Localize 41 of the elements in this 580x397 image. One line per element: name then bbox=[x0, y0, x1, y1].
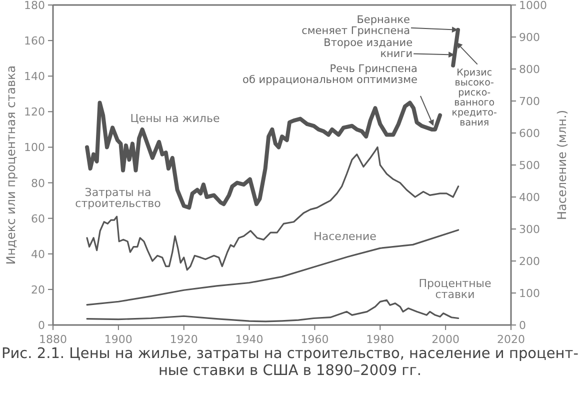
line-series bbox=[86, 299, 460, 322]
y-tick-label: 160 bbox=[24, 34, 45, 48]
series-label: Процентные ставки bbox=[418, 277, 492, 301]
series-label: Цены на жилье bbox=[130, 112, 220, 125]
annotation: Кризис высоко- риско- ванного кредито- вания bbox=[452, 67, 497, 128]
y2-axis-title: Население (млн.) bbox=[555, 110, 569, 220]
y-axis-title: Индекс или процентная ставка bbox=[4, 65, 18, 265]
y2-tick-label: 300 bbox=[519, 223, 540, 236]
annotation: Речь Гринспена об иррациональном оптимизме bbox=[242, 62, 418, 86]
x-tick-label: 1900 bbox=[104, 333, 132, 346]
y2-tick-label: 0 bbox=[519, 319, 526, 332]
x-tick-label: 2020 bbox=[497, 333, 525, 346]
series-label: Население bbox=[314, 230, 377, 243]
x-tick-label: 1880 bbox=[39, 333, 67, 346]
x-tick-label: 1960 bbox=[300, 333, 329, 346]
y-tick-label: 140 bbox=[24, 70, 45, 84]
y2-tick-label: 200 bbox=[519, 255, 540, 268]
y-tick-label: 40 bbox=[31, 248, 45, 261]
y2-tick-label: 1000 bbox=[519, 0, 547, 12]
y-tick-label: 0 bbox=[38, 319, 45, 332]
text: Рис. 2.1. Цены на жилье, затраты на строительство, население и процент- ные ставки в США в 1890–2009 гг. bbox=[2, 346, 578, 379]
annotation: Бернанке сменяет Гринспена bbox=[302, 14, 410, 37]
y2-tick-label: 100 bbox=[519, 287, 540, 300]
y2-tick-label: 600 bbox=[519, 127, 540, 140]
y-tick-label: 60 bbox=[31, 212, 45, 226]
x-tick-label: 1940 bbox=[235, 333, 264, 346]
y2-tick-label: 800 bbox=[519, 63, 540, 76]
x-tick-label: 1920 bbox=[170, 333, 198, 346]
y-tick-label: 120 bbox=[24, 106, 45, 119]
y-tick-label: 20 bbox=[31, 283, 45, 296]
y2-tick-label: 400 bbox=[519, 191, 540, 204]
y-tick-label: 80 bbox=[31, 176, 45, 190]
series-label: Затраты на строительство bbox=[75, 186, 162, 210]
x-tick-label: 2000 bbox=[432, 333, 460, 346]
y2-tick-label: 500 bbox=[519, 159, 540, 172]
x-tick-label: 1980 bbox=[366, 333, 394, 346]
y2-tick-label: 700 bbox=[519, 95, 540, 108]
y-tick-label: 100 bbox=[24, 141, 45, 154]
y-tick-label: 180 bbox=[24, 0, 45, 12]
y2-tick-label: 900 bbox=[519, 31, 540, 44]
annotation: Второе издание книги bbox=[324, 36, 413, 60]
